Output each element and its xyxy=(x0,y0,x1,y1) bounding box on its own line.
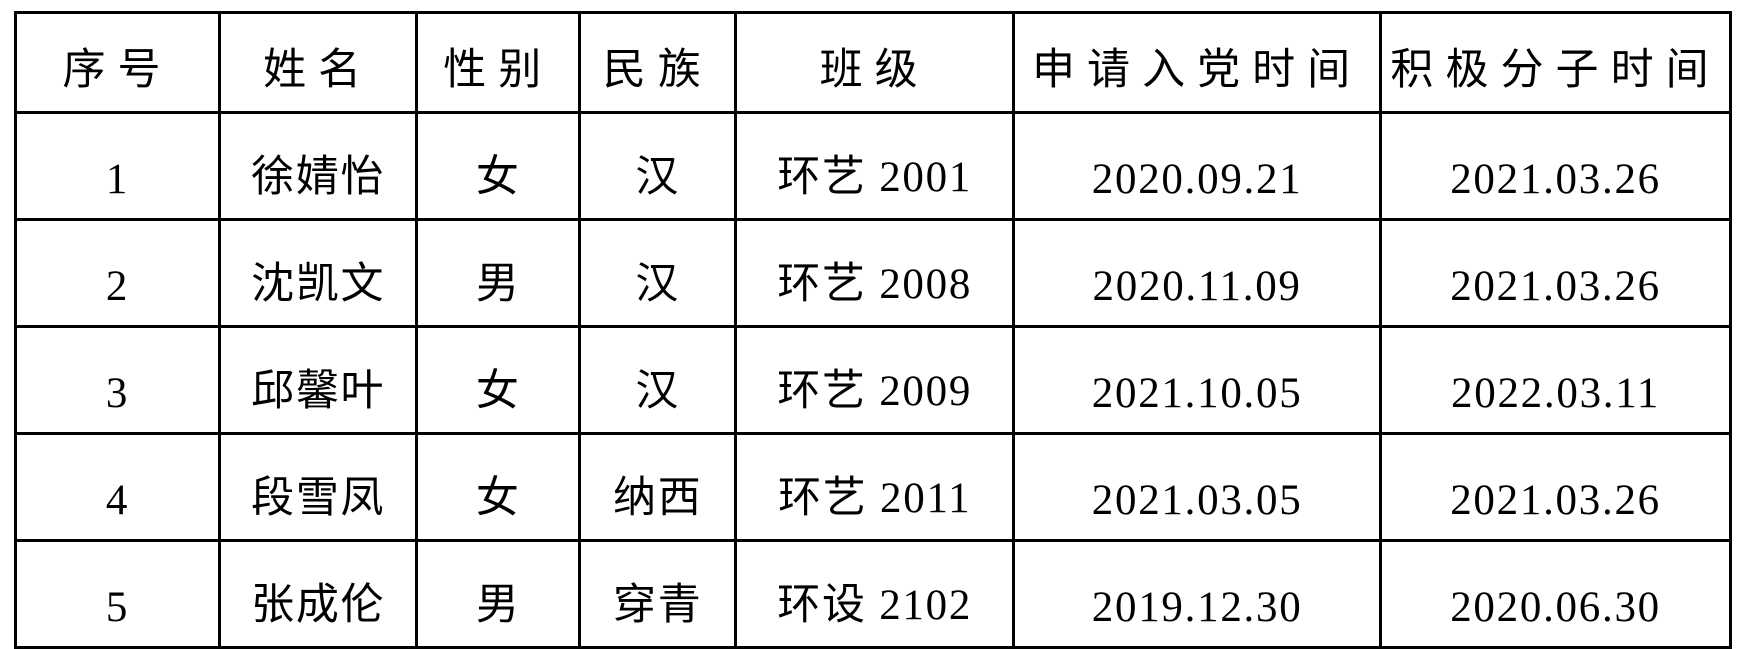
table-cell: 2020.11.09 xyxy=(1012,218,1383,328)
table-cell: 2 xyxy=(13,218,222,328)
header-row: 序号 姓名 性别 民族 班级 申请入党时间 积极分子时间 xyxy=(13,11,1732,114)
table-cell: 男 xyxy=(415,218,582,328)
table-cell: 徐婧怡 xyxy=(218,111,419,221)
table-row: 2 沈凯文男汉环艺 2008 2020.11.09 2021.03.26 xyxy=(13,218,1732,328)
table-cell: 男 xyxy=(415,539,582,649)
col-gender: 性别 xyxy=(415,11,582,114)
table-cell: 汉 xyxy=(578,111,738,221)
table-cell: 2021.03.26 xyxy=(1379,432,1732,542)
table-cell: 女 xyxy=(415,111,582,221)
table-cell: 环艺 2008 xyxy=(734,218,1016,328)
col-ethnicity: 民族 xyxy=(578,11,738,114)
col-activist-date: 积极分子时间 xyxy=(1379,11,1732,114)
table-cell: 2021.03.26 xyxy=(1379,111,1732,221)
table-cell: 2021.03.26 xyxy=(1379,218,1732,328)
table-cell: 穿青 xyxy=(578,539,738,649)
table-cell: 2020.09.21 xyxy=(1012,111,1383,221)
table-cell: 2022.03.11 xyxy=(1379,325,1732,435)
table-cell: 邱馨叶 xyxy=(218,325,419,435)
table-row: 1 徐婧怡女汉环艺 2001 2020.09.21 2021.03.26 xyxy=(13,111,1732,221)
table-header: 序号 姓名 性别 民族 班级 申请入党时间 积极分子时间 xyxy=(13,11,1732,114)
table-cell: 段雪凤 xyxy=(218,432,419,542)
col-party-application-date: 申请入党时间 xyxy=(1012,11,1383,114)
table-cell: 2021.03.05 xyxy=(1012,432,1383,542)
table-row: 3 邱馨叶女汉环艺 2009 2021.10.05 2022.03.11 xyxy=(13,325,1732,435)
table-cell: 环艺 2009 xyxy=(734,325,1016,435)
table-row: 5 张成伦男穿青 环设 2102 2019.12.30 2020.06.30 xyxy=(13,539,1732,649)
table-cell: 汉 xyxy=(578,325,738,435)
table-row: 4 段雪凤女纳西 环艺 2011 2021.03.05 2021.03.26 xyxy=(13,432,1732,542)
table-cell: 女 xyxy=(415,432,582,542)
table-cell: 环艺 2011 xyxy=(734,432,1016,542)
col-serial-number: 序号 xyxy=(13,11,222,114)
table-cell: 环设 2102 xyxy=(734,539,1016,649)
table-cell: 环艺 2001 xyxy=(734,111,1016,221)
table-cell: 女 xyxy=(415,325,582,435)
table-cell: 张成伦 xyxy=(218,539,419,649)
table-cell: 2021.10.05 xyxy=(1012,325,1383,435)
table-cell: 1 xyxy=(13,111,222,221)
table-cell: 4 xyxy=(13,432,222,542)
table-cell: 2019.12.30 xyxy=(1012,539,1383,649)
col-class: 班级 xyxy=(734,11,1016,114)
table-cell: 5 xyxy=(13,539,222,649)
table-cell: 汉 xyxy=(578,218,738,328)
party-activist-roster-table: 序号 姓名 性别 民族 班级 申请入党时间 积极分子时间 1 徐婧怡女汉环艺 2001 2020… xyxy=(13,11,1732,649)
table-cell: 纳西 xyxy=(578,432,738,542)
table-cell: 2020.06.30 xyxy=(1379,539,1732,649)
table-cell: 沈凯文 xyxy=(218,218,419,328)
col-name: 姓名 xyxy=(218,11,419,114)
table-body: 1 徐婧怡女汉环艺 2001 2020.09.21 2021.03.26 2 沈凯文男汉环… xyxy=(13,111,1732,649)
table-cell: 3 xyxy=(13,325,222,435)
